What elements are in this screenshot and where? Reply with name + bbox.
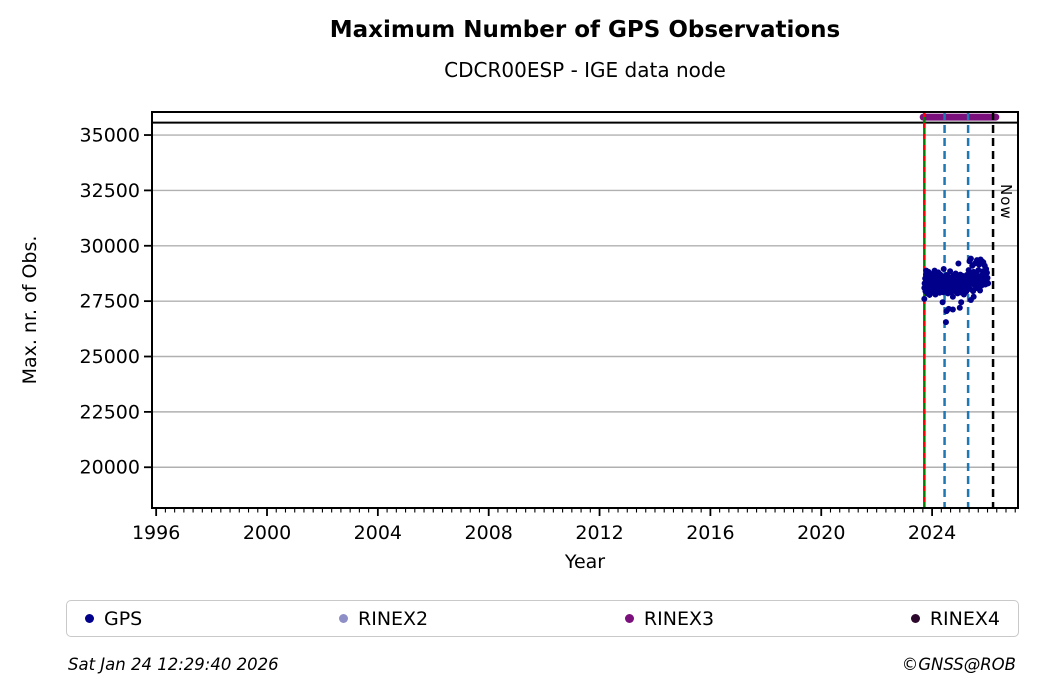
gps-marker-icon	[85, 614, 94, 623]
scatter-point	[955, 260, 962, 267]
scatter-point	[970, 293, 977, 300]
scatter-point	[958, 299, 965, 306]
scatter-point	[983, 269, 990, 276]
rinex4-marker-icon	[910, 614, 920, 623]
copyright-credit: ©GNSS@ROB	[901, 655, 1016, 674]
legend-label-rinex2: RINEX2	[358, 607, 429, 630]
legend-label-rinex3: RINEX3	[643, 607, 715, 630]
scatter-point	[956, 304, 963, 311]
rinex2-marker-icon	[339, 614, 349, 623]
scatter-point	[942, 319, 949, 326]
chart-title: Maximum Number of GPS Observations	[329, 17, 841, 43]
chart-subtitle: CDCR00ESP - IGE data node	[444, 58, 726, 82]
scatter-point	[977, 287, 984, 294]
rinex3-marker-icon	[624, 614, 634, 623]
scatter-point	[947, 268, 954, 275]
x-tick-label: 2016	[686, 522, 734, 544]
x-tick-label: 2012	[575, 522, 623, 544]
legend-label-gps: GPS	[104, 607, 143, 630]
scatter-point	[939, 299, 946, 306]
x-tick-label: 2008	[465, 522, 513, 544]
y-tick-label: 25000	[80, 346, 140, 368]
x-tick-label: 2020	[797, 522, 845, 544]
legend-item-gps: GPS	[85, 608, 142, 630]
x-axis-label: Year	[564, 551, 606, 573]
y-tick-label: 35000	[80, 125, 140, 147]
legend-item-rinex4: RINEX4	[910, 607, 1000, 630]
y-tick-label: 22500	[80, 401, 140, 423]
scatter-point	[921, 295, 928, 302]
legend-item-rinex2: RINEX2	[339, 608, 428, 630]
chart-legend: GPS RINEX2 RINEX3 RINEX4	[66, 600, 1019, 637]
now-annotation: Now	[997, 184, 1015, 220]
plot-area: 1996 2000 2004 2008 2012 2016 2020 2024 20000 225…	[80, 111, 1019, 544]
x-tick-label: 2024	[908, 522, 956, 544]
scatter-point	[949, 306, 956, 313]
y-tick-label: 27500	[80, 291, 140, 313]
scatter-point	[984, 274, 991, 281]
scatter-point	[949, 293, 956, 300]
y-tick-label: 32500	[80, 180, 140, 202]
y-tick-label: 30000	[80, 235, 140, 257]
plot-timestamp: Sat Jan 24 12:29:40 2026	[68, 655, 279, 674]
x-tick-label: 2000	[243, 522, 291, 544]
scatter-point	[967, 255, 974, 262]
plot-border	[151, 111, 1019, 509]
legend-item-rinex3: RINEX3	[624, 607, 715, 630]
y-axis-label: Max. nr. of Obs.	[19, 235, 41, 385]
scatter-point	[940, 266, 947, 273]
legend-label-rinex4: RINEX4	[929, 607, 1000, 630]
scatter-point	[985, 280, 992, 287]
x-tick-label: 1996	[132, 522, 180, 544]
x-tick-label: 2004	[354, 522, 402, 544]
y-tick-label: 20000	[80, 457, 140, 479]
